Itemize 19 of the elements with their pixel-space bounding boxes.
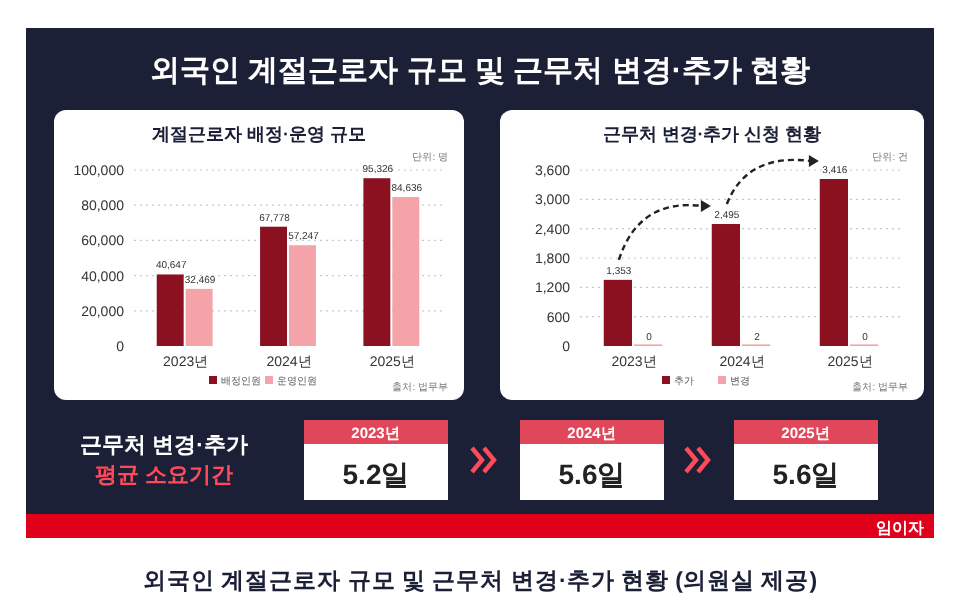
bar	[363, 178, 391, 346]
data-label: 5.2일	[342, 458, 410, 490]
text: 근무처 변경·추가	[80, 434, 248, 458]
text: 외국인 계절근로자 규모 및 근무처 변경·추가 현황	[150, 54, 810, 88]
bar	[392, 197, 420, 346]
bar	[711, 224, 740, 346]
bar	[289, 245, 316, 346]
chart-title: 근무처 변경·추가 신청 현황	[602, 124, 822, 144]
bar	[185, 288, 213, 346]
data-label: 5.6일	[558, 458, 626, 490]
bar	[156, 274, 184, 346]
data-label: 5.6일	[772, 458, 840, 490]
text: 외국인 계절근로자 규모 및 근무처 변경·추가 현황 (의원실 제공)	[142, 568, 818, 594]
text: 임이자	[876, 519, 924, 537]
bar	[603, 279, 632, 346]
bar	[819, 179, 848, 346]
bar	[260, 226, 287, 346]
chart-title: 계절근로자 배정·운영 규모	[152, 124, 366, 144]
text: 평균 소요기간	[94, 464, 234, 488]
